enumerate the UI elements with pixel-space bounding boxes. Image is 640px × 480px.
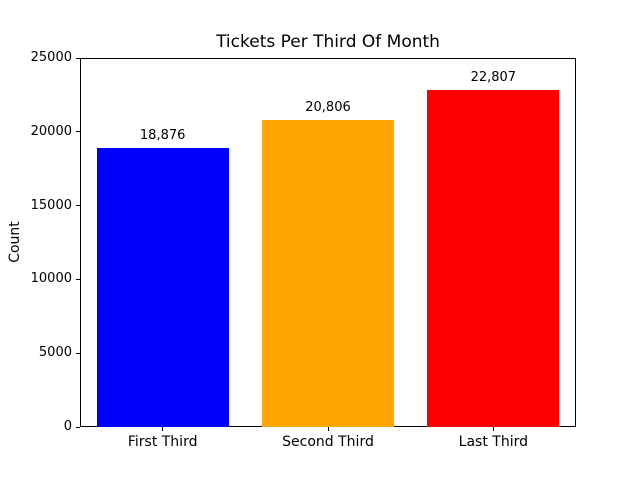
y-tick-mark xyxy=(76,131,80,133)
chart-title: Tickets Per Third Of Month xyxy=(216,32,440,52)
x-tick-mark xyxy=(162,427,164,431)
y-tick-mark xyxy=(76,278,80,280)
x-tick-label-last-third: Last Third xyxy=(458,434,528,450)
y-tick-label: 20000 xyxy=(30,123,72,139)
y-tick-label: 15000 xyxy=(30,197,72,213)
bar-value-label-last-third: 22,807 xyxy=(470,70,517,86)
x-tick-mark xyxy=(327,427,329,431)
y-axis-label: Count xyxy=(7,221,23,263)
bar-last-third xyxy=(427,90,560,427)
x-tick-label-second-third: Second Third xyxy=(282,434,374,450)
y-tick-label: 5000 xyxy=(38,345,72,361)
y-tick-label: 0 xyxy=(63,419,72,434)
bar-first-third xyxy=(96,148,229,427)
bar-second-third xyxy=(262,119,394,427)
y-tick-label: 25000 xyxy=(30,50,72,65)
y-tick-mark xyxy=(76,205,80,207)
bar-value-label-second-third: 20,806 xyxy=(305,99,351,115)
y-tick-mark xyxy=(76,426,80,428)
x-tick-label-first-third: First Third xyxy=(127,434,198,450)
y-tick-mark xyxy=(76,352,80,354)
y-tick-label: 10000 xyxy=(30,271,72,287)
y-tick-mark xyxy=(76,57,80,59)
x-tick-mark xyxy=(492,427,494,431)
bar-value-label-first-third: 18,876 xyxy=(139,128,186,144)
